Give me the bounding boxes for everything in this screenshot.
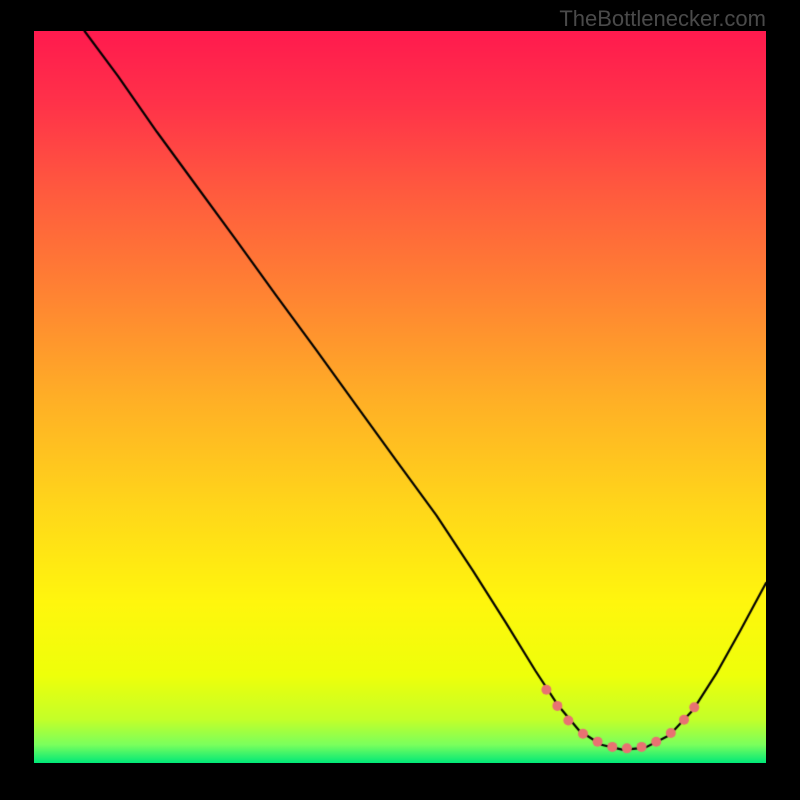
watermark-text: TheBottlenecker.com xyxy=(559,6,766,32)
bottleneck-curve xyxy=(34,31,766,763)
plot-area xyxy=(34,31,766,763)
chart-figure: { "figure": { "type": "line", "canvas": … xyxy=(0,0,800,800)
